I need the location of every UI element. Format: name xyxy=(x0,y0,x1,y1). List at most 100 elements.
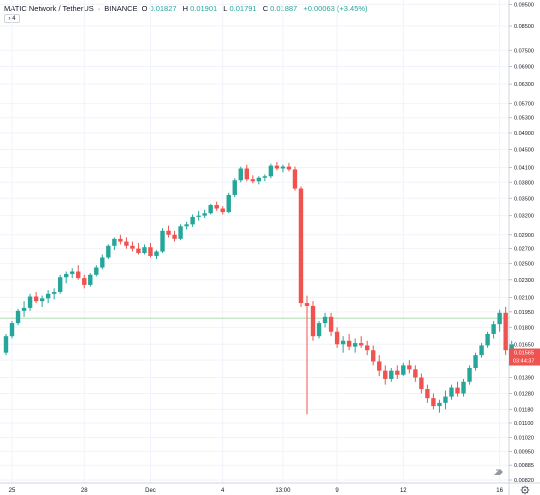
y-tick-label: 0.04900 xyxy=(514,131,534,137)
candle-body xyxy=(509,344,514,351)
candle-body xyxy=(178,226,183,239)
candle-body xyxy=(401,365,406,375)
y-tick-label: 0.03500 xyxy=(514,196,534,202)
symbol-name[interactable]: MATIC Network / TetherUS xyxy=(4,3,94,13)
candle-body xyxy=(443,396,448,403)
y-tick-label: 0.04100 xyxy=(514,166,534,172)
y-tick-label: 0.01800 xyxy=(514,325,534,331)
ohlc-values: O 0.01827 H 0.01901 L 0.01791 C 0.01887 +0.0… xyxy=(142,4,370,13)
candle-body xyxy=(57,277,63,292)
y-tick-label: 0.01950 xyxy=(514,310,534,316)
candle-body xyxy=(184,224,189,227)
candle-body xyxy=(208,205,213,214)
tradingview-logo-icon xyxy=(494,469,503,475)
candle-body xyxy=(479,345,484,356)
gear-icon[interactable] xyxy=(520,485,530,495)
candle-body xyxy=(45,293,51,299)
candle-body xyxy=(413,369,418,378)
candle-body xyxy=(449,387,454,397)
y-tick-label: 0.00820 xyxy=(514,478,534,484)
candle-body xyxy=(142,247,147,254)
y-tick-label: 0.02900 xyxy=(514,233,534,239)
candle-body xyxy=(419,377,424,390)
x-tick-label: 9 xyxy=(335,488,339,494)
close-value: 0.01887 xyxy=(270,3,298,13)
candle-body xyxy=(485,333,490,346)
candle-body xyxy=(407,365,412,370)
candle-body xyxy=(51,291,57,294)
y-tick-label: 0.01100 xyxy=(514,421,533,427)
candle-body xyxy=(304,303,310,306)
x-tick-label: Dec xyxy=(145,488,156,494)
candle-body xyxy=(76,271,81,279)
x-tick-label: 12 xyxy=(400,488,407,494)
candle-body xyxy=(346,340,352,347)
price-badge-countdown: 03:44:37 xyxy=(513,359,534,365)
candle-body xyxy=(437,402,442,407)
candle-body xyxy=(286,166,292,170)
candle-body xyxy=(395,370,400,375)
candle-body xyxy=(154,251,159,256)
candle-body xyxy=(268,165,274,177)
candle-body xyxy=(226,194,231,213)
y-tick-label: 0.01390 xyxy=(514,376,534,382)
candle-body xyxy=(220,208,225,213)
candle-body xyxy=(256,177,262,182)
exchange-name: BINANCE xyxy=(104,3,138,13)
candle-body xyxy=(9,323,15,337)
x-tick-label: 16 xyxy=(496,488,503,494)
candle-body xyxy=(298,188,304,304)
y-tick-label: 0.01280 xyxy=(514,392,534,398)
candle-body xyxy=(503,312,508,351)
y-tick-label: 0.01020 xyxy=(514,436,534,442)
candle-body xyxy=(64,273,69,278)
low-value: 0.01791 xyxy=(229,3,257,13)
candle-body xyxy=(88,274,93,285)
y-tick-label: 0.06300 xyxy=(514,82,534,88)
candle-body xyxy=(316,323,322,337)
candle-body xyxy=(82,278,87,285)
y-tick-label: 0.08500 xyxy=(514,24,534,30)
candle-body xyxy=(244,168,249,180)
candle-body xyxy=(160,230,165,252)
candle-body xyxy=(100,257,105,268)
x-tick-label: 13:00 xyxy=(275,488,291,494)
candle-body xyxy=(274,165,280,169)
candle-body xyxy=(39,298,45,302)
candle-body xyxy=(238,168,243,181)
candle-body xyxy=(124,241,129,246)
low-label: L xyxy=(223,3,228,13)
high-label: H xyxy=(182,3,189,13)
chart-legend: MATIC Network / TetherUS · BINANCE O 0.01… xyxy=(4,2,370,14)
candle-body xyxy=(455,387,460,394)
y-tick-label: 0.03200 xyxy=(514,214,534,220)
change-value: +0.00063 (+3.45%) xyxy=(303,3,368,13)
candle-body xyxy=(473,355,478,369)
candle-body xyxy=(172,234,177,239)
candle-body xyxy=(118,238,123,242)
candle-body xyxy=(352,343,358,347)
candle-body xyxy=(497,312,502,325)
x-tick-label: 4 xyxy=(221,488,225,494)
candle-body xyxy=(358,343,364,346)
open-label: O xyxy=(141,3,148,13)
candle-body xyxy=(310,305,316,337)
open-value: 0.01827 xyxy=(149,3,177,13)
candle-body xyxy=(27,296,33,308)
candle-body xyxy=(196,215,201,217)
y-tick-label: 0.05700 xyxy=(514,102,534,108)
candle-body xyxy=(33,296,39,302)
candle-body xyxy=(461,381,466,394)
x-tick-label: 28 xyxy=(81,488,88,494)
candle-body xyxy=(431,398,436,407)
candle-body xyxy=(334,331,340,345)
candle-body xyxy=(322,316,328,324)
y-tick-label: 0.02700 xyxy=(514,247,534,253)
candle-body xyxy=(371,350,376,362)
y-tick-label: 0.02500 xyxy=(514,262,534,268)
y-tick-label: 0.01180 xyxy=(514,407,533,413)
candle-body xyxy=(467,368,472,382)
candle-body xyxy=(202,213,207,216)
price-badge-value: 0.01565 xyxy=(514,351,534,357)
